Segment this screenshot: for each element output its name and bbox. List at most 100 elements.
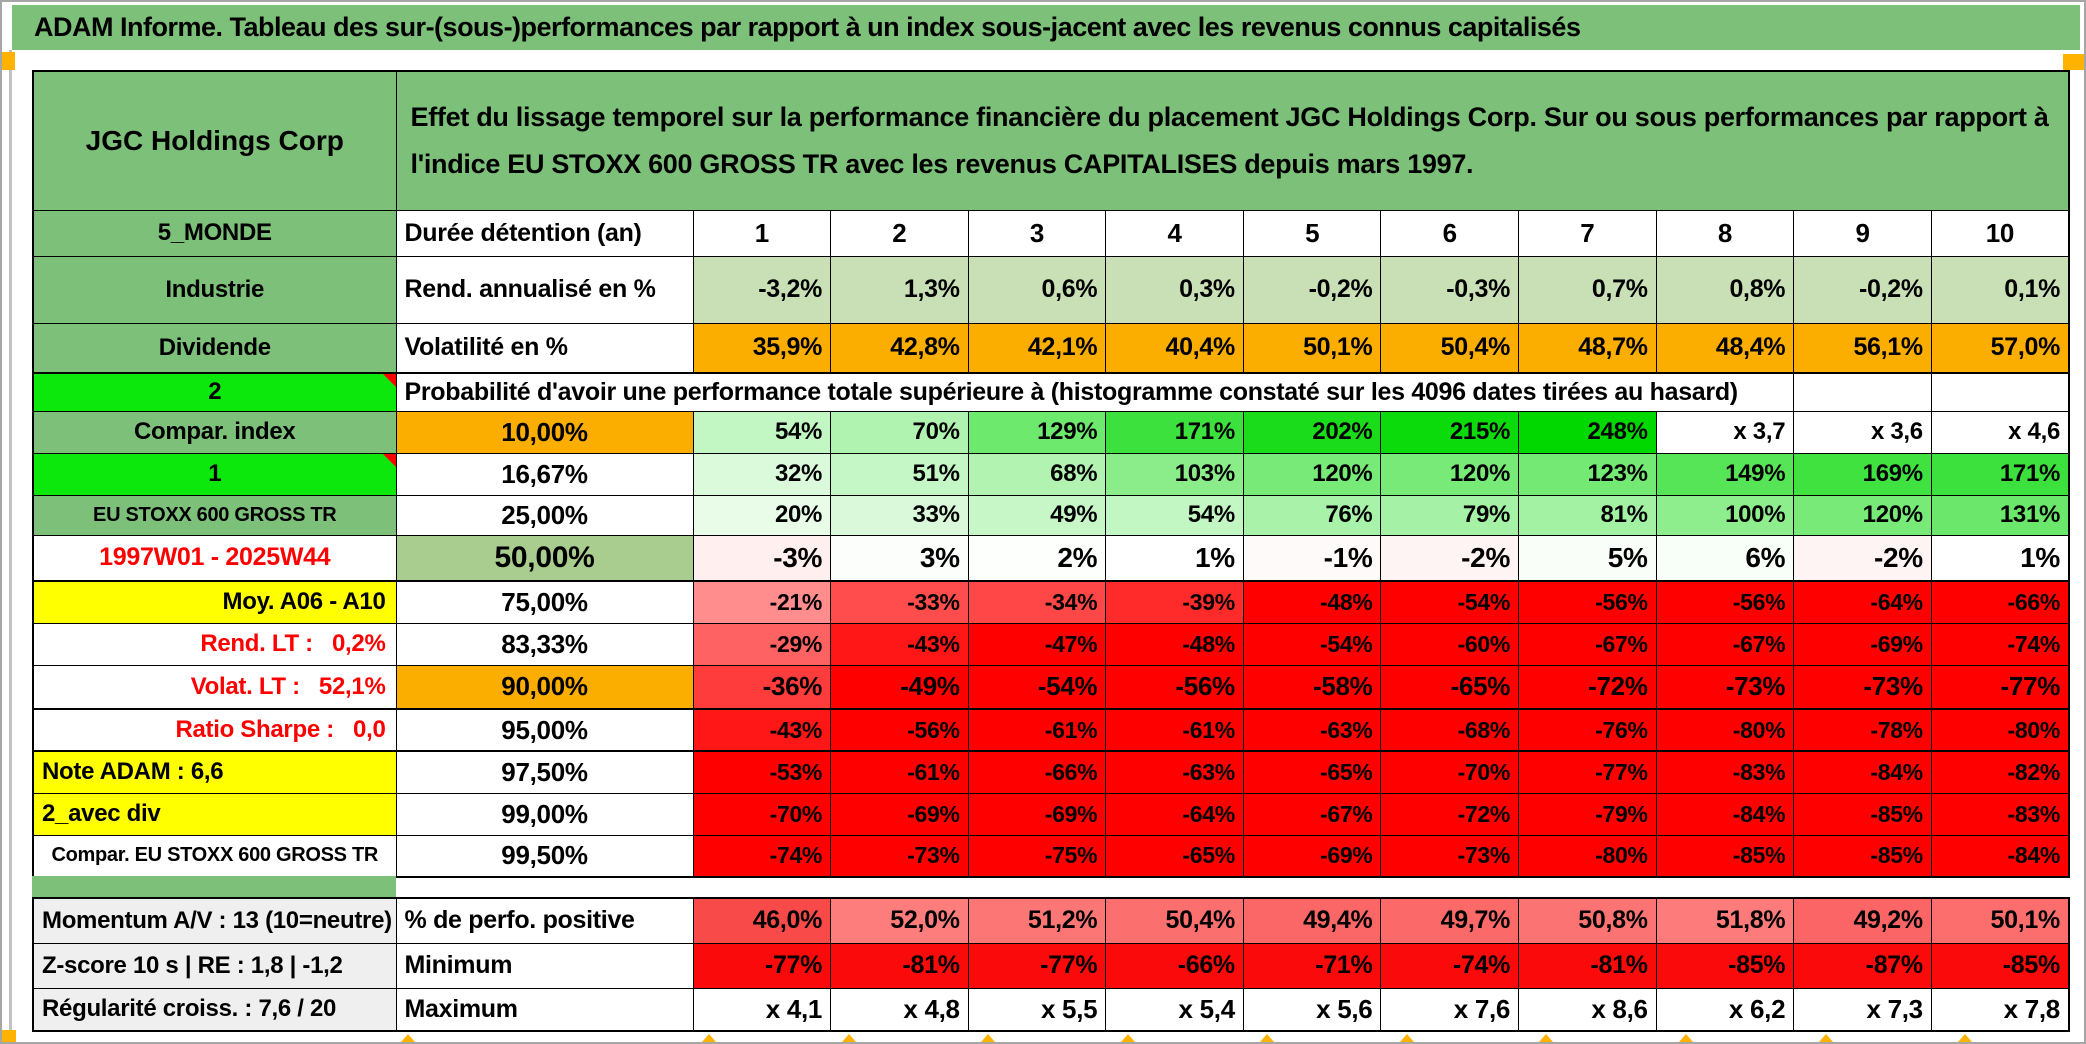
data-cell[interactable]: -61% [830,750,969,794]
data-cell[interactable]: -2% [1793,534,1932,582]
data-cell[interactable]: -21% [692,580,832,624]
data-cell[interactable]: 3% [830,534,969,582]
data-cell[interactable]: -48% [1242,580,1382,624]
data-cell[interactable]: -64% [1793,580,1932,624]
data-cell[interactable]: x 4,6 [1930,410,2070,454]
data-cell[interactable]: -85% [1655,834,1795,878]
data-cell[interactable]: 169% [1793,452,1932,496]
metric-label-cell[interactable]: 50,00% [395,534,694,582]
data-cell[interactable]: -43% [692,708,832,752]
data-cell[interactable]: 171% [1930,452,2070,496]
data-cell[interactable]: 50,4% [1380,322,1520,374]
row-label-cell[interactable]: Régularité croiss. : 7,6 / 20 [32,987,397,1032]
data-cell[interactable]: 5% [1518,534,1657,582]
data-cell[interactable]: 50,1% [1930,897,2070,944]
empty-cell[interactable] [1930,372,2070,412]
data-cell[interactable]: -84% [1930,834,2070,878]
data-cell[interactable]: -80% [1655,708,1795,752]
asset-name-cell[interactable]: JGC Holdings Corp [32,70,397,211]
metric-label-cell[interactable]: 16,67% [395,452,694,496]
data-cell[interactable]: -76% [1518,708,1657,752]
data-cell[interactable]: -74% [692,834,832,878]
data-cell[interactable]: x 4,1 [692,987,832,1032]
data-cell[interactable]: 68% [967,452,1107,496]
data-cell[interactable]: -34% [967,580,1107,624]
data-cell[interactable]: 9 [1793,209,1932,257]
data-cell[interactable]: -84% [1655,792,1795,836]
data-cell[interactable]: -0,3% [1380,255,1520,324]
data-cell[interactable]: -54% [1242,622,1382,666]
data-cell[interactable]: 56,1% [1793,322,1932,374]
data-cell[interactable]: 49,2% [1793,897,1932,944]
data-cell[interactable]: -65% [1105,834,1244,878]
probability-note-cell[interactable]: Probabilité d'avoir une performance tota… [395,372,1795,412]
data-cell[interactable]: 42,8% [830,322,969,374]
data-cell[interactable]: -72% [1518,664,1657,710]
data-cell[interactable]: -68% [1380,708,1520,752]
data-cell[interactable]: -71% [1242,942,1382,989]
data-cell[interactable]: -80% [1518,834,1657,878]
metric-label-cell[interactable]: 83,33% [395,622,694,666]
data-cell[interactable]: -29% [692,622,832,666]
data-cell[interactable]: -78% [1793,708,1932,752]
data-cell[interactable]: x 8,6 [1518,987,1657,1032]
data-cell[interactable]: 6 [1380,209,1520,257]
data-cell[interactable]: -77% [1930,664,2070,710]
data-cell[interactable]: -79% [1518,792,1657,836]
metric-label-cell[interactable]: 25,00% [395,494,694,536]
data-cell[interactable]: -3,2% [692,255,832,324]
data-cell[interactable]: 49% [967,494,1107,536]
data-cell[interactable]: -1% [1242,534,1382,582]
data-cell[interactable]: 49,4% [1242,897,1382,944]
data-cell[interactable]: -60% [1380,622,1520,666]
data-cell[interactable]: -2% [1380,534,1520,582]
data-cell[interactable]: -63% [1242,708,1382,752]
data-cell[interactable]: 70% [830,410,969,454]
data-cell[interactable]: -87% [1793,942,1932,989]
data-cell[interactable]: -73% [1655,664,1795,710]
data-cell[interactable]: -66% [1105,942,1244,989]
data-cell[interactable]: 171% [1105,410,1244,454]
data-cell[interactable]: 1% [1105,534,1244,582]
data-cell[interactable]: 51,8% [1655,897,1795,944]
row-label-cell[interactable]: 2_avec div [32,792,397,836]
data-cell[interactable]: -58% [1242,664,1382,710]
metric-label-cell[interactable]: 97,50% [395,750,694,794]
data-cell[interactable]: -85% [1793,834,1932,878]
data-cell[interactable]: -56% [1655,580,1795,624]
data-cell[interactable]: 49,7% [1380,897,1520,944]
data-cell[interactable]: -61% [1105,708,1244,752]
description-cell[interactable]: Effet du lissage temporel sur la perform… [395,70,2070,211]
data-cell[interactable]: x 3,6 [1793,410,1932,454]
data-cell[interactable]: 79% [1380,494,1520,536]
data-cell[interactable]: 46,0% [692,897,832,944]
data-cell[interactable]: 54% [692,410,832,454]
data-cell[interactable]: 103% [1105,452,1244,496]
data-cell[interactable]: -85% [1793,792,1932,836]
data-cell[interactable]: 51% [830,452,969,496]
row-label-cell[interactable]: Compar. index [32,410,397,454]
data-cell[interactable]: -56% [1518,580,1657,624]
data-cell[interactable]: 6% [1655,534,1795,582]
data-cell[interactable]: x 3,7 [1655,410,1795,454]
data-cell[interactable]: -0,2% [1242,255,1382,324]
data-cell[interactable]: -74% [1930,622,2070,666]
data-cell[interactable]: -72% [1380,792,1520,836]
data-cell[interactable]: -54% [967,664,1107,710]
data-cell[interactable]: 215% [1380,410,1520,454]
row-label-cell[interactable]: 5_MONDE [32,209,397,257]
data-cell[interactable]: -36% [692,664,832,710]
data-cell[interactable]: 81% [1518,494,1657,536]
data-cell[interactable]: 57,0% [1930,322,2070,374]
data-cell[interactable]: 129% [967,410,1107,454]
data-cell[interactable]: -69% [830,792,969,836]
row-label-cell[interactable]: Rend. LT : 0,2% [32,622,397,666]
data-cell[interactable]: 120% [1380,452,1520,496]
data-cell[interactable]: -80% [1930,708,2070,752]
data-cell[interactable]: x 5,5 [967,987,1107,1032]
data-cell[interactable]: 120% [1242,452,1382,496]
row-label-cell[interactable]: Ratio Sharpe : 0,0 [32,708,397,752]
data-cell[interactable]: -77% [967,942,1107,989]
data-cell[interactable]: -81% [1518,942,1657,989]
data-cell[interactable]: 35,9% [692,322,832,374]
